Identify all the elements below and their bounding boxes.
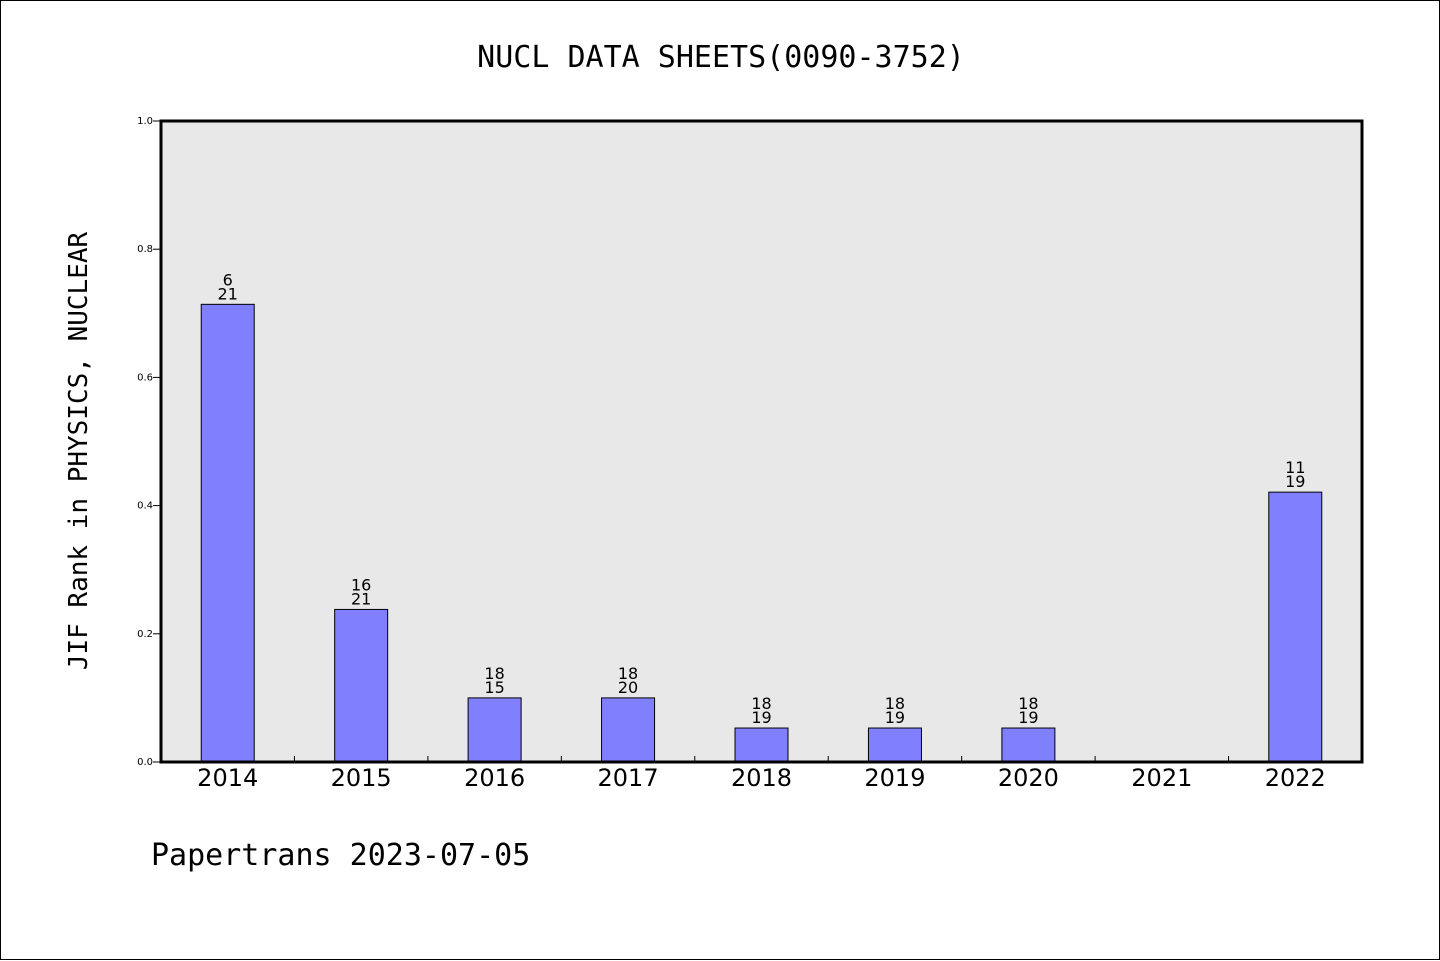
y-tick-label: 0.6 [137, 372, 153, 383]
rank-label: 18 [1018, 694, 1038, 713]
rank-label: 11 [1285, 458, 1305, 477]
total-label: 21 [218, 284, 238, 303]
chart-title: NUCL DATA SHEETS(0090-3752) [477, 40, 965, 75]
y-axis: 0.0 0.2 0.4 0.6 0.8 1.0 [137, 116, 161, 768]
total-label: 19 [885, 708, 905, 727]
x-tick-label: 2019 [864, 764, 925, 792]
bar-2022 [1268, 491, 1323, 763]
rank-label: 18 [484, 664, 504, 683]
x-tick-label: 2014 [197, 764, 258, 792]
bar-2014 [200, 303, 255, 763]
bar-2020 [1001, 727, 1056, 763]
total-label: 15 [484, 678, 504, 697]
x-tick-label: 2021 [1131, 764, 1192, 792]
bar-2017 [601, 697, 656, 763]
x-tick-label: 2018 [731, 764, 792, 792]
total-label: 19 [1018, 708, 1038, 727]
rank-label: 18 [751, 694, 771, 713]
total-label: 19 [1285, 472, 1305, 491]
x-tick-label: 2022 [1265, 764, 1326, 792]
rank-label: 16 [351, 575, 371, 594]
x-tick-label: 2015 [331, 764, 392, 792]
y-tick-label: 0.2 [137, 629, 153, 640]
y-tick-label: 1.0 [137, 116, 153, 127]
bar-2016 [467, 697, 522, 763]
y-tick-label: 0.0 [137, 757, 153, 768]
rank-label: 6 [223, 270, 233, 289]
x-tick-label: 2020 [998, 764, 1059, 792]
total-label: 21 [351, 589, 371, 608]
total-label: 20 [618, 678, 638, 697]
bar-2015 [334, 608, 389, 763]
rank-label: 18 [885, 694, 905, 713]
bar-2018 [734, 727, 789, 763]
bar-2019 [867, 727, 922, 763]
y-tick-label: 0.8 [137, 244, 153, 255]
y-tick-label: 0.4 [137, 501, 153, 512]
plot-border [159, 119, 1364, 764]
x-axis: 2014 2015 2016 2017 2018 2019 2020 2021 2022 [197, 756, 1326, 792]
total-label: 19 [751, 708, 771, 727]
rank-label: 18 [618, 664, 638, 683]
x-tick-label: 2016 [464, 764, 525, 792]
x-tick-label: 2017 [598, 764, 659, 792]
footer-text: Papertrans 2023-07-05 [151, 838, 530, 873]
y-axis-label: JIF Rank in PHYSICS, NUCLEAR [64, 232, 94, 671]
